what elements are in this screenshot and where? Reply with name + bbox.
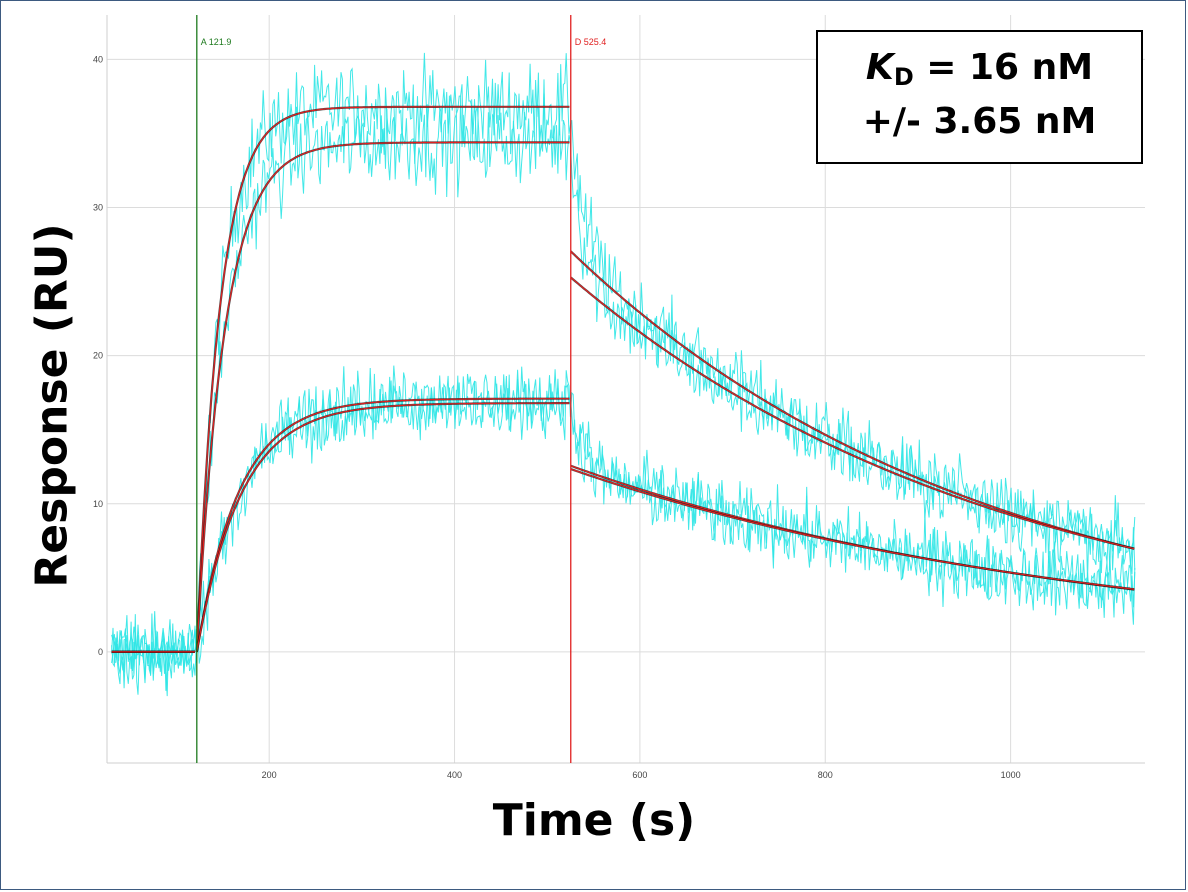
fit-curve-shadow [195,402,570,653]
fit-curve-shadow [195,105,570,652]
fit-curve [196,398,570,653]
kd-subscript: D [893,63,914,91]
y-axis-label: Response (RU) [26,222,78,588]
fit-curve [196,402,570,653]
kd-value: = 16 nM [913,47,1094,88]
kd-annotation-box: KD = 16 nM +/- 3.65 nM [816,30,1143,164]
y-tick-label: 0 [98,647,103,657]
fit-curve [196,106,570,652]
x-axis-label: Time (s) [492,795,696,846]
y-tick-label: 10 [93,499,103,509]
raw-data-trace [111,366,1136,679]
phase-marker-label: A 121.9 [201,37,232,47]
fit-curve-shadow [195,397,570,653]
fit-curve [570,250,1135,550]
kd-symbol: K [865,47,894,88]
kd-value-line: KD = 16 nM [818,46,1141,99]
raw-data-trace [111,93,1136,691]
fit-curves [111,105,1135,653]
y-tick-label: 40 [93,54,103,64]
y-tick-label: 30 [93,203,103,213]
x-tick-label: 200 [262,770,277,780]
axes [106,15,1145,764]
fit-curve [196,141,570,652]
y-tick-label: 20 [93,351,103,361]
phase-marker-label: D 525.4 [575,37,607,47]
x-tick-label: 400 [447,770,462,780]
x-tick-label: 1000 [1001,770,1021,780]
fit-curve [570,276,1135,550]
tick-labels: 200 400 600 800 1000 0 10 20 30 40 [93,54,1021,780]
phase-markers: A 121.9 D 525.4 [196,15,607,763]
kd-error: +/- 3.65 nM [862,101,1097,142]
x-tick-label: 800 [818,770,833,780]
fit-curve [570,468,1135,590]
raw-data-trace [111,365,1136,695]
x-tick-label: 600 [632,770,647,780]
